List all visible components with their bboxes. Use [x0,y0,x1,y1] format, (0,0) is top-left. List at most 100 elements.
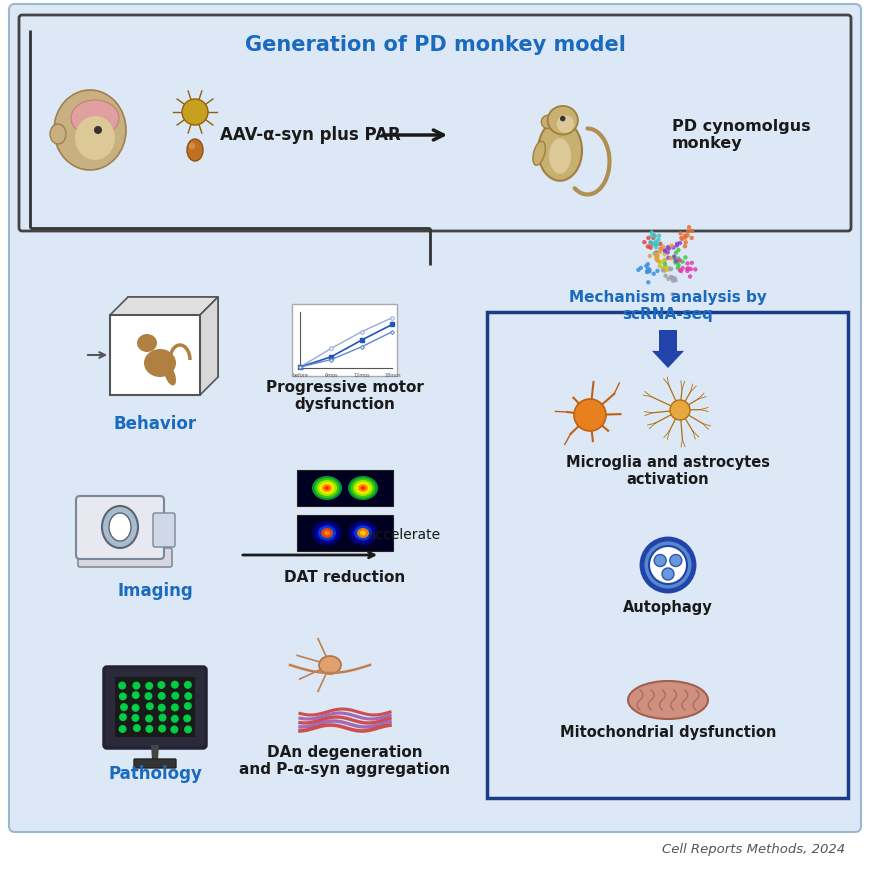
Circle shape [183,715,191,723]
Circle shape [635,268,640,272]
Circle shape [647,254,652,258]
Circle shape [666,277,670,281]
Circle shape [663,273,667,278]
Ellipse shape [627,681,707,719]
Circle shape [660,265,664,270]
Text: 18mos: 18mos [384,373,401,378]
Text: Mechanism analysis by
scRNA-seq: Mechanism analysis by scRNA-seq [568,290,766,322]
Circle shape [675,263,680,267]
Ellipse shape [353,480,373,496]
Circle shape [653,555,666,567]
Circle shape [677,241,681,245]
Circle shape [668,266,673,271]
Circle shape [649,230,653,235]
Circle shape [672,256,676,260]
Ellipse shape [189,143,195,149]
Circle shape [118,725,126,733]
Polygon shape [200,297,218,395]
Circle shape [688,267,693,272]
Circle shape [662,268,667,273]
Circle shape [662,252,667,257]
Ellipse shape [315,523,339,543]
Ellipse shape [54,90,126,170]
Circle shape [682,255,687,259]
Ellipse shape [348,476,377,500]
Polygon shape [128,297,218,377]
Circle shape [170,715,179,723]
Ellipse shape [136,334,156,352]
Circle shape [678,231,682,236]
Circle shape [655,237,660,242]
Circle shape [131,703,139,712]
Ellipse shape [354,526,372,540]
Circle shape [661,265,667,270]
Circle shape [667,256,672,260]
Circle shape [654,258,659,263]
Ellipse shape [556,116,574,133]
Circle shape [653,251,658,255]
Ellipse shape [312,520,342,546]
Circle shape [664,267,668,272]
Text: DAT reduction: DAT reduction [284,570,405,585]
Circle shape [657,264,661,268]
Ellipse shape [109,513,131,541]
Ellipse shape [321,528,333,538]
Circle shape [651,272,655,276]
Text: Autophagy: Autophagy [622,600,712,615]
Circle shape [653,251,658,256]
Circle shape [158,724,166,732]
Circle shape [184,692,192,700]
Text: 12mos: 12mos [353,373,369,378]
Ellipse shape [319,482,334,494]
Polygon shape [109,297,218,315]
Text: 6mos: 6mos [324,373,337,378]
Circle shape [658,247,662,251]
Circle shape [158,714,166,722]
Circle shape [689,261,693,265]
FancyBboxPatch shape [115,677,195,737]
Circle shape [665,245,669,250]
Circle shape [146,703,154,710]
Ellipse shape [360,486,365,490]
Circle shape [682,233,687,237]
Circle shape [653,245,658,250]
Ellipse shape [163,364,176,385]
Circle shape [541,116,554,129]
Circle shape [654,242,659,246]
Circle shape [669,400,689,420]
FancyBboxPatch shape [134,759,176,768]
Circle shape [131,714,139,722]
FancyBboxPatch shape [104,667,206,748]
FancyBboxPatch shape [19,15,850,231]
Circle shape [670,275,674,279]
Circle shape [647,267,651,272]
Circle shape [652,234,656,238]
Circle shape [689,236,693,240]
Circle shape [680,266,684,271]
Circle shape [157,681,165,689]
Circle shape [145,715,153,723]
Ellipse shape [187,139,202,161]
Circle shape [667,246,671,251]
Circle shape [686,266,690,271]
Ellipse shape [319,656,341,674]
Circle shape [157,692,166,700]
Circle shape [145,725,153,733]
Circle shape [560,116,565,122]
Circle shape [120,703,128,711]
Circle shape [654,253,659,258]
Circle shape [683,240,687,244]
Circle shape [679,236,683,240]
Circle shape [662,248,667,252]
Ellipse shape [316,480,336,496]
Circle shape [673,260,677,265]
Circle shape [685,261,689,265]
Text: Mitochondrial dysfunction: Mitochondrial dysfunction [559,725,775,740]
Circle shape [684,266,688,271]
Circle shape [653,257,658,261]
Circle shape [675,257,680,261]
Circle shape [157,703,165,711]
Circle shape [665,265,670,270]
Circle shape [668,244,673,248]
Circle shape [673,251,678,255]
